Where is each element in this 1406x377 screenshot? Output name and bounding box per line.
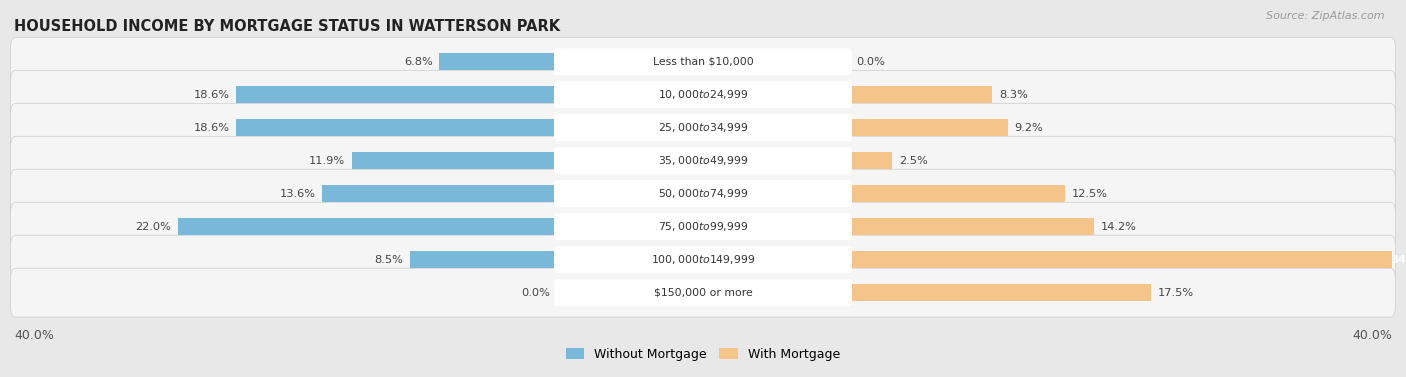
- FancyBboxPatch shape: [554, 147, 852, 174]
- Legend: Without Mortgage, With Mortgage: Without Mortgage, With Mortgage: [565, 348, 841, 361]
- FancyBboxPatch shape: [11, 235, 1395, 284]
- FancyBboxPatch shape: [554, 81, 852, 108]
- FancyBboxPatch shape: [554, 279, 852, 306]
- Text: 13.6%: 13.6%: [280, 188, 315, 199]
- Text: $25,000 to $34,999: $25,000 to $34,999: [658, 121, 748, 134]
- Bar: [177, 218, 557, 235]
- Text: 2.5%: 2.5%: [900, 156, 928, 166]
- FancyBboxPatch shape: [554, 213, 852, 240]
- Text: $75,000 to $99,999: $75,000 to $99,999: [658, 220, 748, 233]
- Text: Source: ZipAtlas.com: Source: ZipAtlas.com: [1267, 11, 1385, 21]
- Bar: [411, 251, 557, 268]
- Text: $10,000 to $24,999: $10,000 to $24,999: [658, 88, 748, 101]
- FancyBboxPatch shape: [11, 37, 1395, 86]
- FancyBboxPatch shape: [554, 246, 852, 273]
- Text: Less than $10,000: Less than $10,000: [652, 57, 754, 67]
- Text: $150,000 or more: $150,000 or more: [654, 288, 752, 298]
- Text: 9.2%: 9.2%: [1015, 123, 1043, 133]
- Text: 11.9%: 11.9%: [309, 156, 344, 166]
- Text: 40.0%: 40.0%: [1353, 329, 1392, 342]
- Text: 17.5%: 17.5%: [1157, 288, 1194, 298]
- Text: 8.5%: 8.5%: [374, 254, 404, 265]
- Text: 18.6%: 18.6%: [194, 90, 229, 100]
- Text: 8.3%: 8.3%: [1000, 90, 1028, 100]
- Text: $35,000 to $49,999: $35,000 to $49,999: [658, 154, 748, 167]
- FancyBboxPatch shape: [554, 114, 852, 141]
- Text: 22.0%: 22.0%: [135, 222, 170, 232]
- Bar: [849, 185, 1064, 202]
- Text: HOUSEHOLD INCOME BY MORTGAGE STATUS IN WATTERSON PARK: HOUSEHOLD INCOME BY MORTGAGE STATUS IN W…: [14, 19, 560, 34]
- Bar: [849, 218, 1094, 235]
- Bar: [236, 86, 557, 103]
- FancyBboxPatch shape: [11, 169, 1395, 218]
- Text: 34.2%: 34.2%: [1391, 254, 1406, 265]
- FancyBboxPatch shape: [11, 70, 1395, 119]
- Bar: [849, 119, 1008, 136]
- Bar: [352, 152, 557, 169]
- FancyBboxPatch shape: [554, 180, 852, 207]
- Text: 12.5%: 12.5%: [1071, 188, 1108, 199]
- Bar: [849, 251, 1406, 268]
- Bar: [849, 284, 1152, 301]
- Text: $100,000 to $149,999: $100,000 to $149,999: [651, 253, 755, 266]
- FancyBboxPatch shape: [554, 48, 852, 75]
- Bar: [849, 152, 893, 169]
- Text: 0.0%: 0.0%: [856, 57, 886, 67]
- Text: 6.8%: 6.8%: [404, 57, 433, 67]
- Bar: [849, 86, 993, 103]
- Text: $50,000 to $74,999: $50,000 to $74,999: [658, 187, 748, 200]
- Text: 14.2%: 14.2%: [1101, 222, 1136, 232]
- Bar: [440, 53, 557, 70]
- FancyBboxPatch shape: [11, 136, 1395, 185]
- FancyBboxPatch shape: [11, 103, 1395, 152]
- Text: 18.6%: 18.6%: [194, 123, 229, 133]
- FancyBboxPatch shape: [11, 268, 1395, 317]
- FancyBboxPatch shape: [11, 202, 1395, 251]
- Bar: [322, 185, 557, 202]
- Bar: [236, 119, 557, 136]
- Text: 0.0%: 0.0%: [520, 288, 550, 298]
- Text: 40.0%: 40.0%: [14, 329, 53, 342]
